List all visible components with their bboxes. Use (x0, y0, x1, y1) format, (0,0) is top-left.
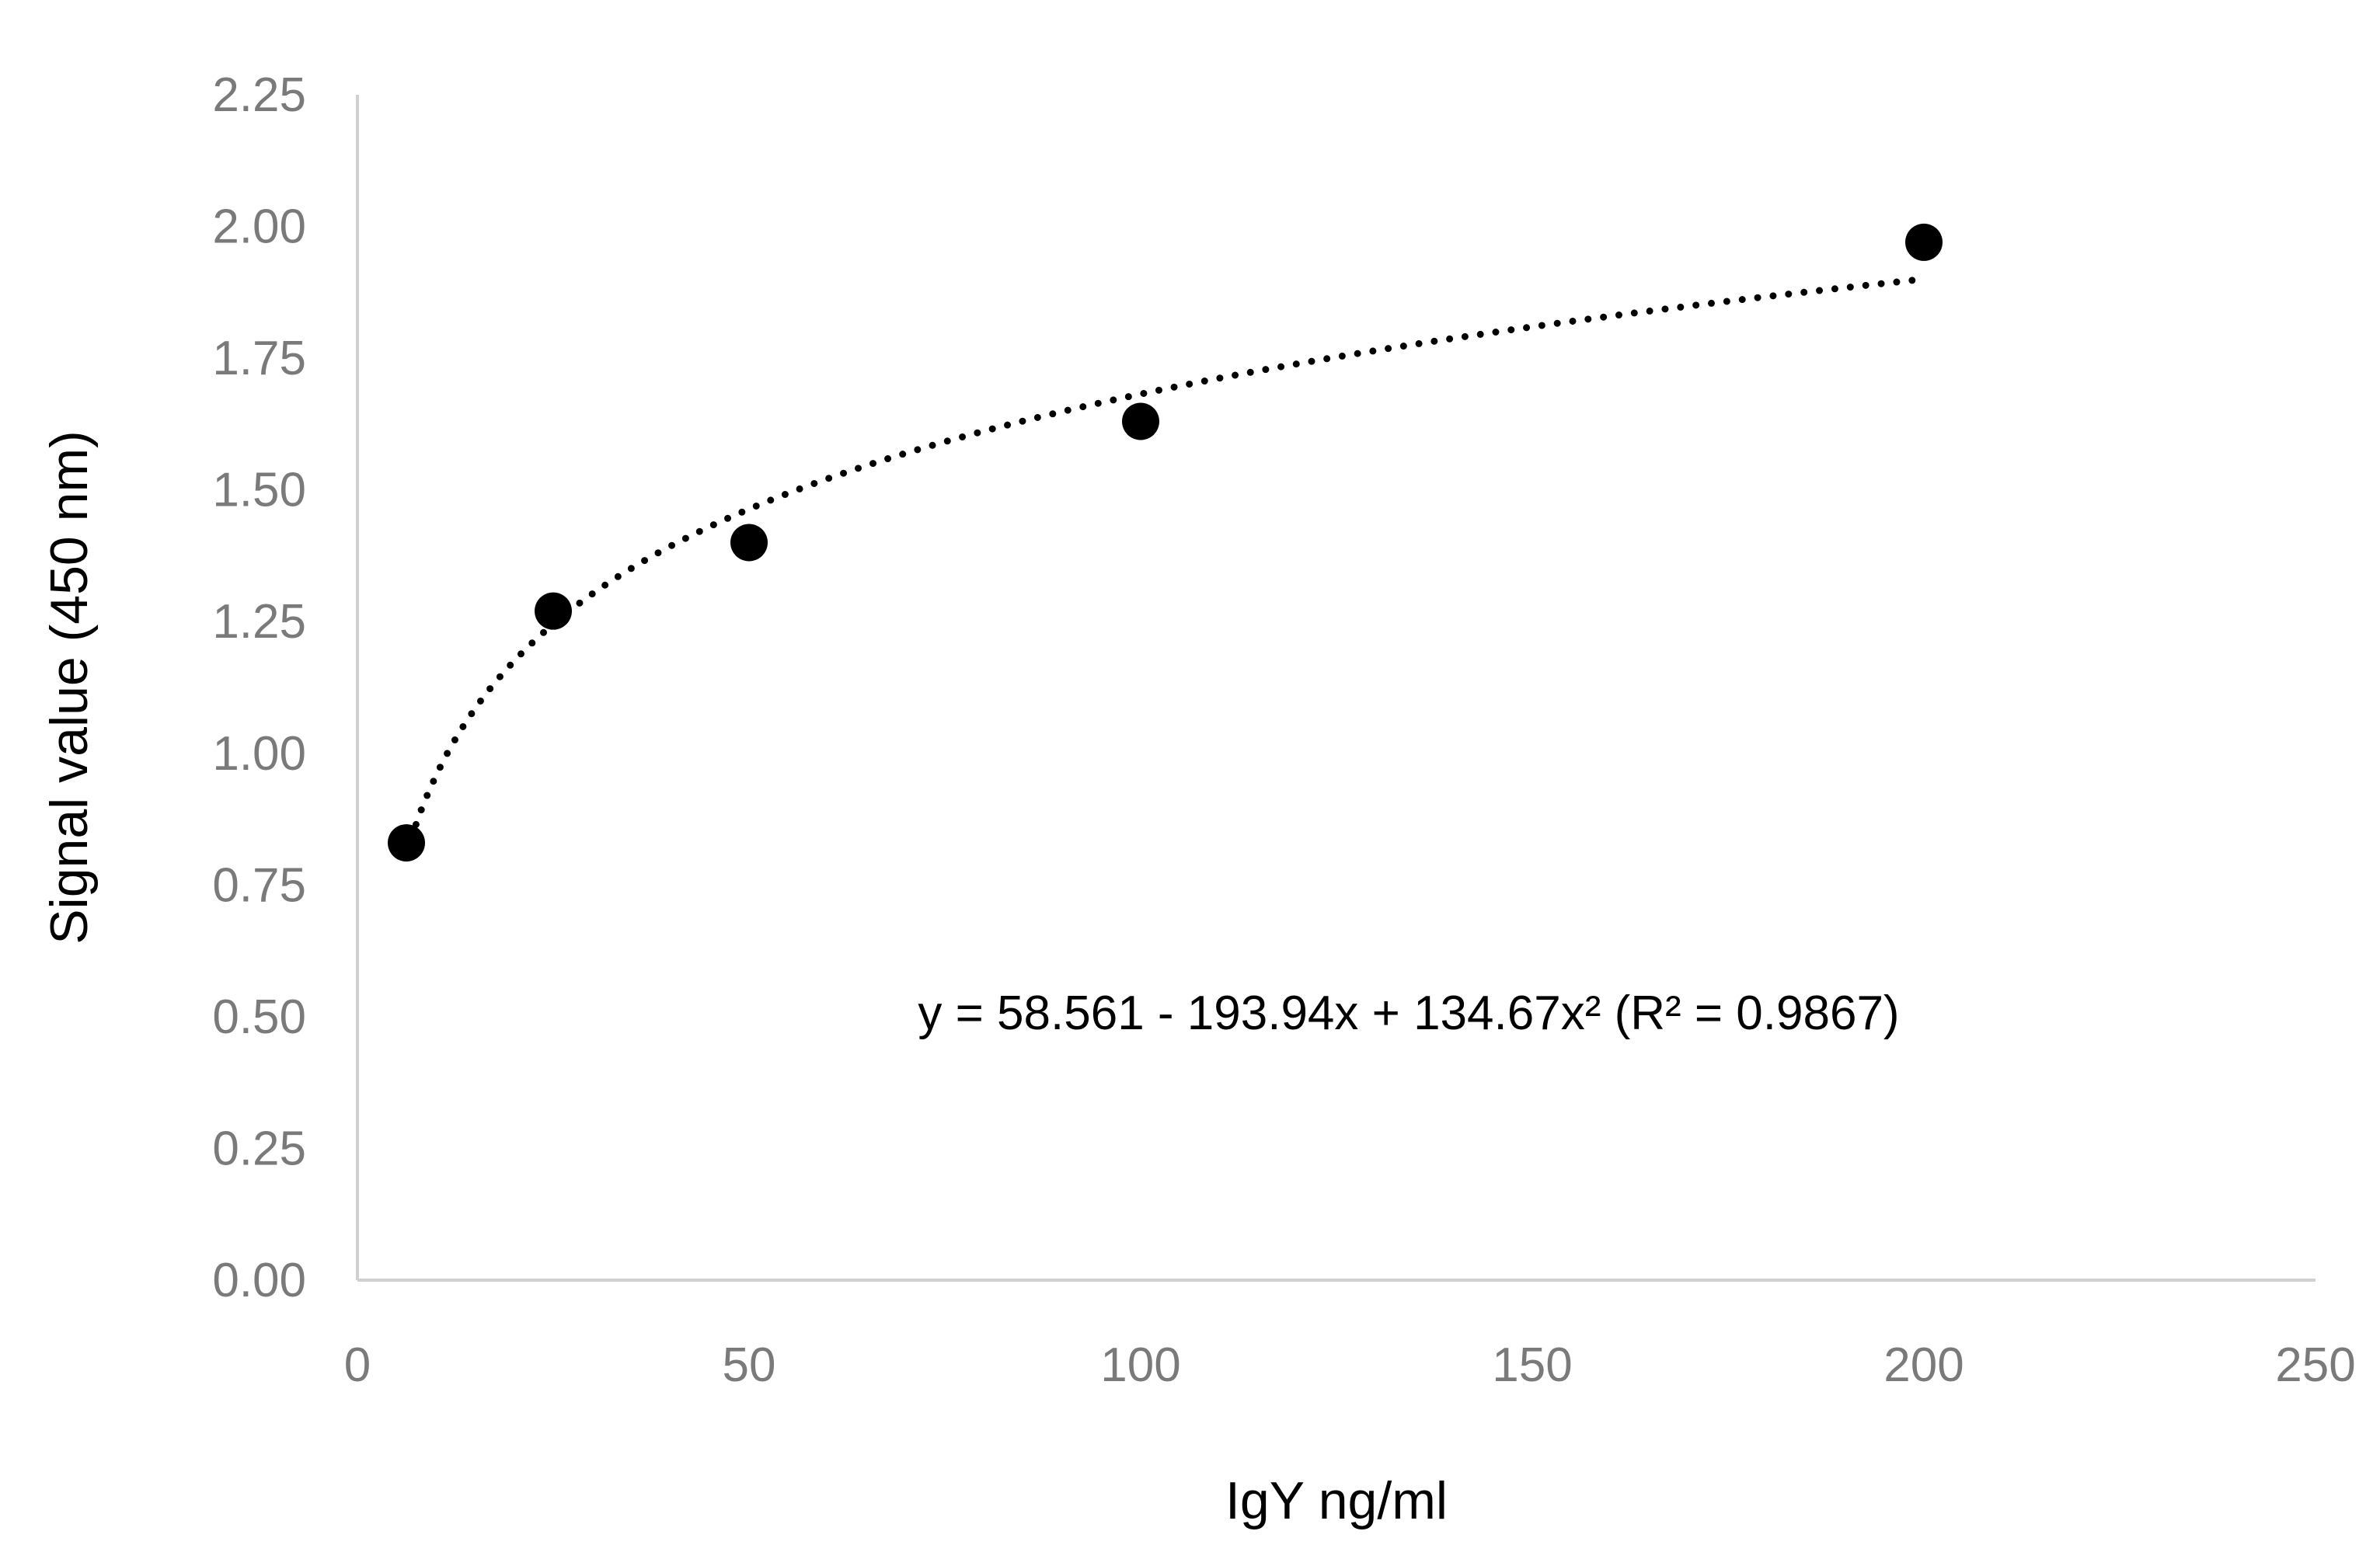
y-tick-label: 0.00 (212, 1254, 306, 1307)
data-point (1122, 402, 1159, 440)
labels: 0.00 0.25 0.50 0.75 1.00 1.25 1.50 1.75 2.00 2.25… (40, 68, 2356, 1530)
x-tick-label: 0 (344, 1338, 371, 1392)
data-point (730, 524, 768, 562)
trendline (402, 275, 1928, 858)
data-points (388, 223, 1943, 862)
y-tick-label: 2.00 (212, 200, 306, 254)
trendline-equation: y = 58.561 - 193.94x + 134.67x² (R² = 0.… (918, 987, 1899, 1040)
data-point (535, 592, 572, 630)
x-tick-label: 100 (1100, 1338, 1180, 1392)
y-tick-label: 1.75 (212, 332, 306, 385)
trendline-layer (402, 275, 1928, 858)
y-tick-label: 0.25 (212, 1122, 306, 1175)
y-tick-label: 1.25 (212, 595, 306, 649)
y-tick-label: 1.50 (212, 464, 306, 517)
x-tick-label: 200 (1883, 1338, 1964, 1392)
y-tick-label: 0.50 (212, 990, 306, 1044)
x-tick-label: 250 (2275, 1338, 2355, 1392)
y-tick-label: 1.00 (212, 727, 306, 781)
axes (356, 95, 2316, 1282)
y-tick-label: 2.25 (212, 68, 306, 122)
x-tick-label: 150 (1492, 1338, 1572, 1392)
y-axis-title: Signal value (450 nm) (40, 430, 99, 944)
data-point (388, 824, 425, 862)
x-tick-label: 50 (723, 1338, 776, 1392)
y-tick-label: 0.75 (212, 858, 306, 912)
data-point (1905, 223, 1943, 261)
x-axis-title: IgY ng/ml (1225, 1471, 1448, 1530)
